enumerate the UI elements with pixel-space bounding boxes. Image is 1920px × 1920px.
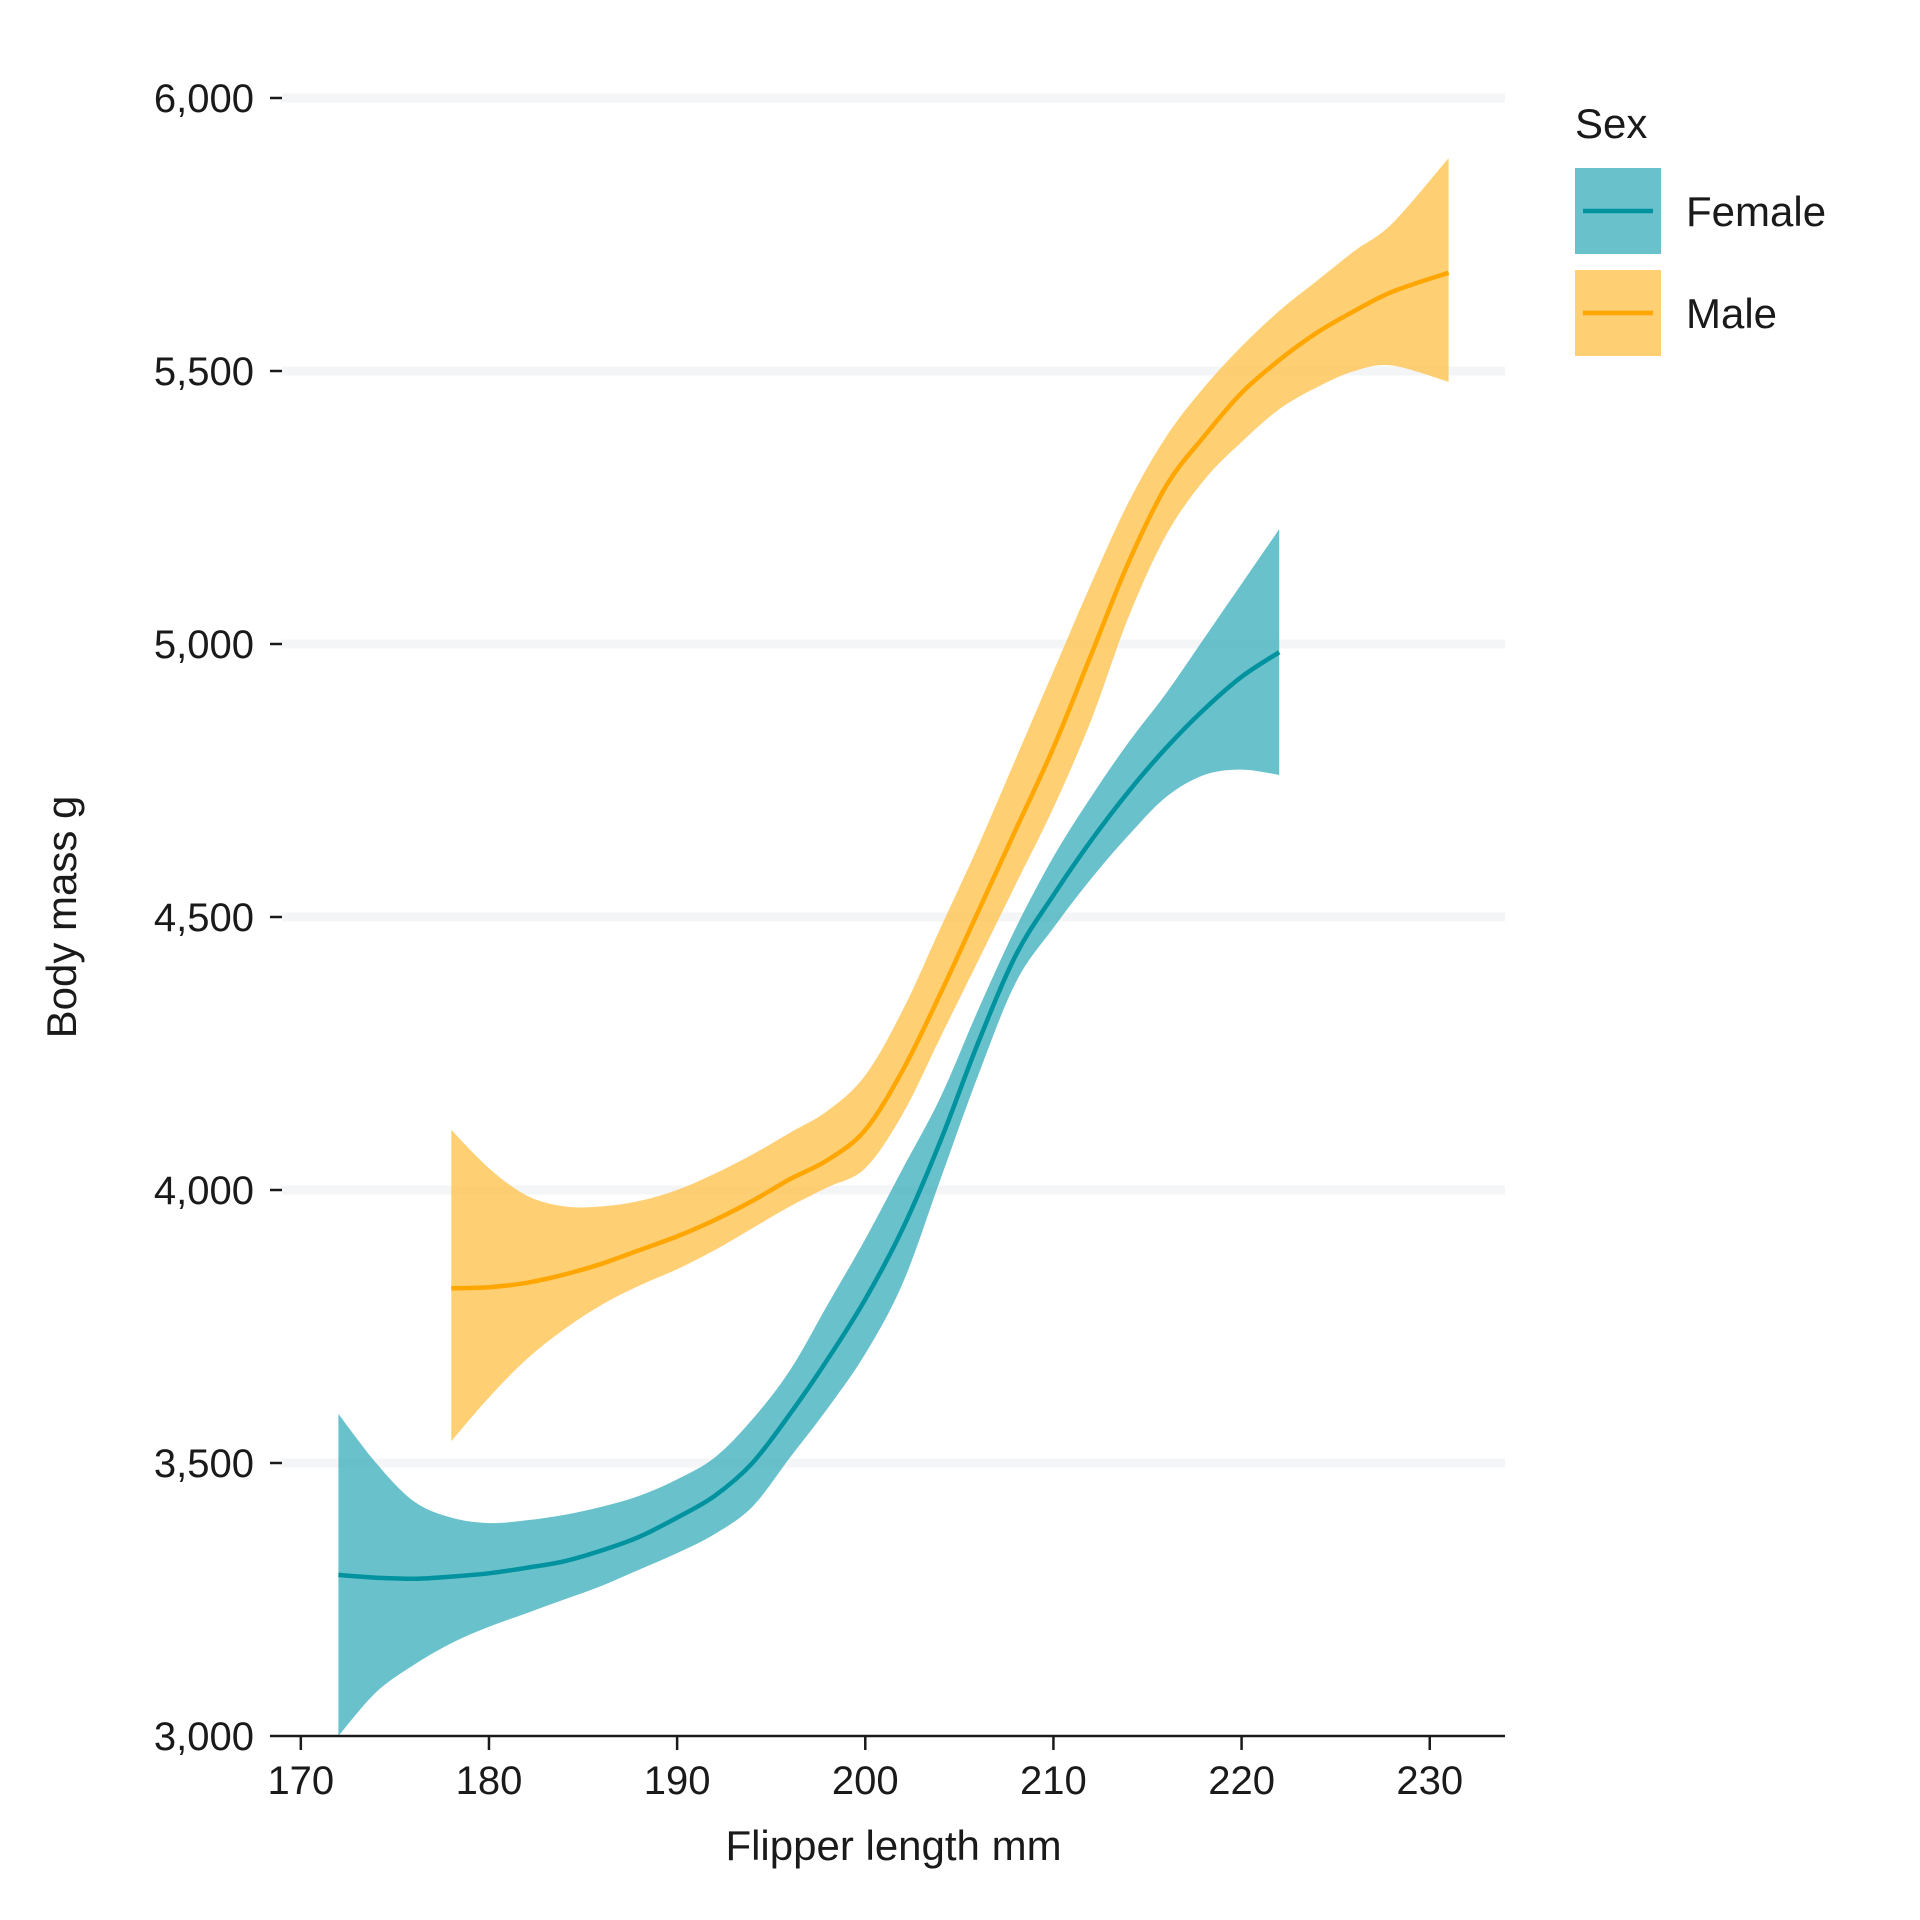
- y-axis-title: Body mass g: [38, 796, 85, 1039]
- series-lines: [338, 270, 1450, 1582]
- y-tick-label: 4,500: [154, 896, 254, 940]
- x-tick-label: 180: [456, 1759, 523, 1803]
- y-axis-ticks: 3,000 3,500 4,000 4,500 5,000 5,500 6,000: [154, 77, 282, 1759]
- x-tick-label: 200: [832, 1759, 899, 1803]
- band-male: [451, 158, 1449, 1442]
- x-tick-label: 190: [644, 1759, 711, 1803]
- line-female: [338, 650, 1281, 1582]
- x-axis-title: Flipper length mm: [725, 1822, 1061, 1869]
- y-tick-label: 5,000: [154, 623, 254, 667]
- y-tick-label: 5,500: [154, 350, 254, 394]
- legend-label-male: Male: [1686, 290, 1777, 337]
- y-tick-label: 6,000: [154, 77, 254, 121]
- x-tick-label: 210: [1020, 1759, 1087, 1803]
- legend: Sex Female Male: [1575, 100, 1826, 356]
- x-tick-label: 170: [267, 1759, 334, 1803]
- y-tick-label: 3,000: [154, 1715, 254, 1759]
- x-tick-label: 220: [1208, 1759, 1275, 1803]
- band-female: [338, 529, 1280, 1736]
- legend-label-female: Female: [1686, 188, 1826, 235]
- x-axis-ticks: 170 180 190 200 210 220 230: [267, 1736, 1463, 1803]
- y-tick-label: 3,500: [154, 1442, 254, 1486]
- line-male: [451, 270, 1450, 1291]
- confidence-bands: [338, 158, 1449, 1736]
- legend-title: Sex: [1575, 100, 1647, 147]
- x-tick-label: 230: [1396, 1759, 1463, 1803]
- y-tick-label: 4,000: [154, 1169, 254, 1213]
